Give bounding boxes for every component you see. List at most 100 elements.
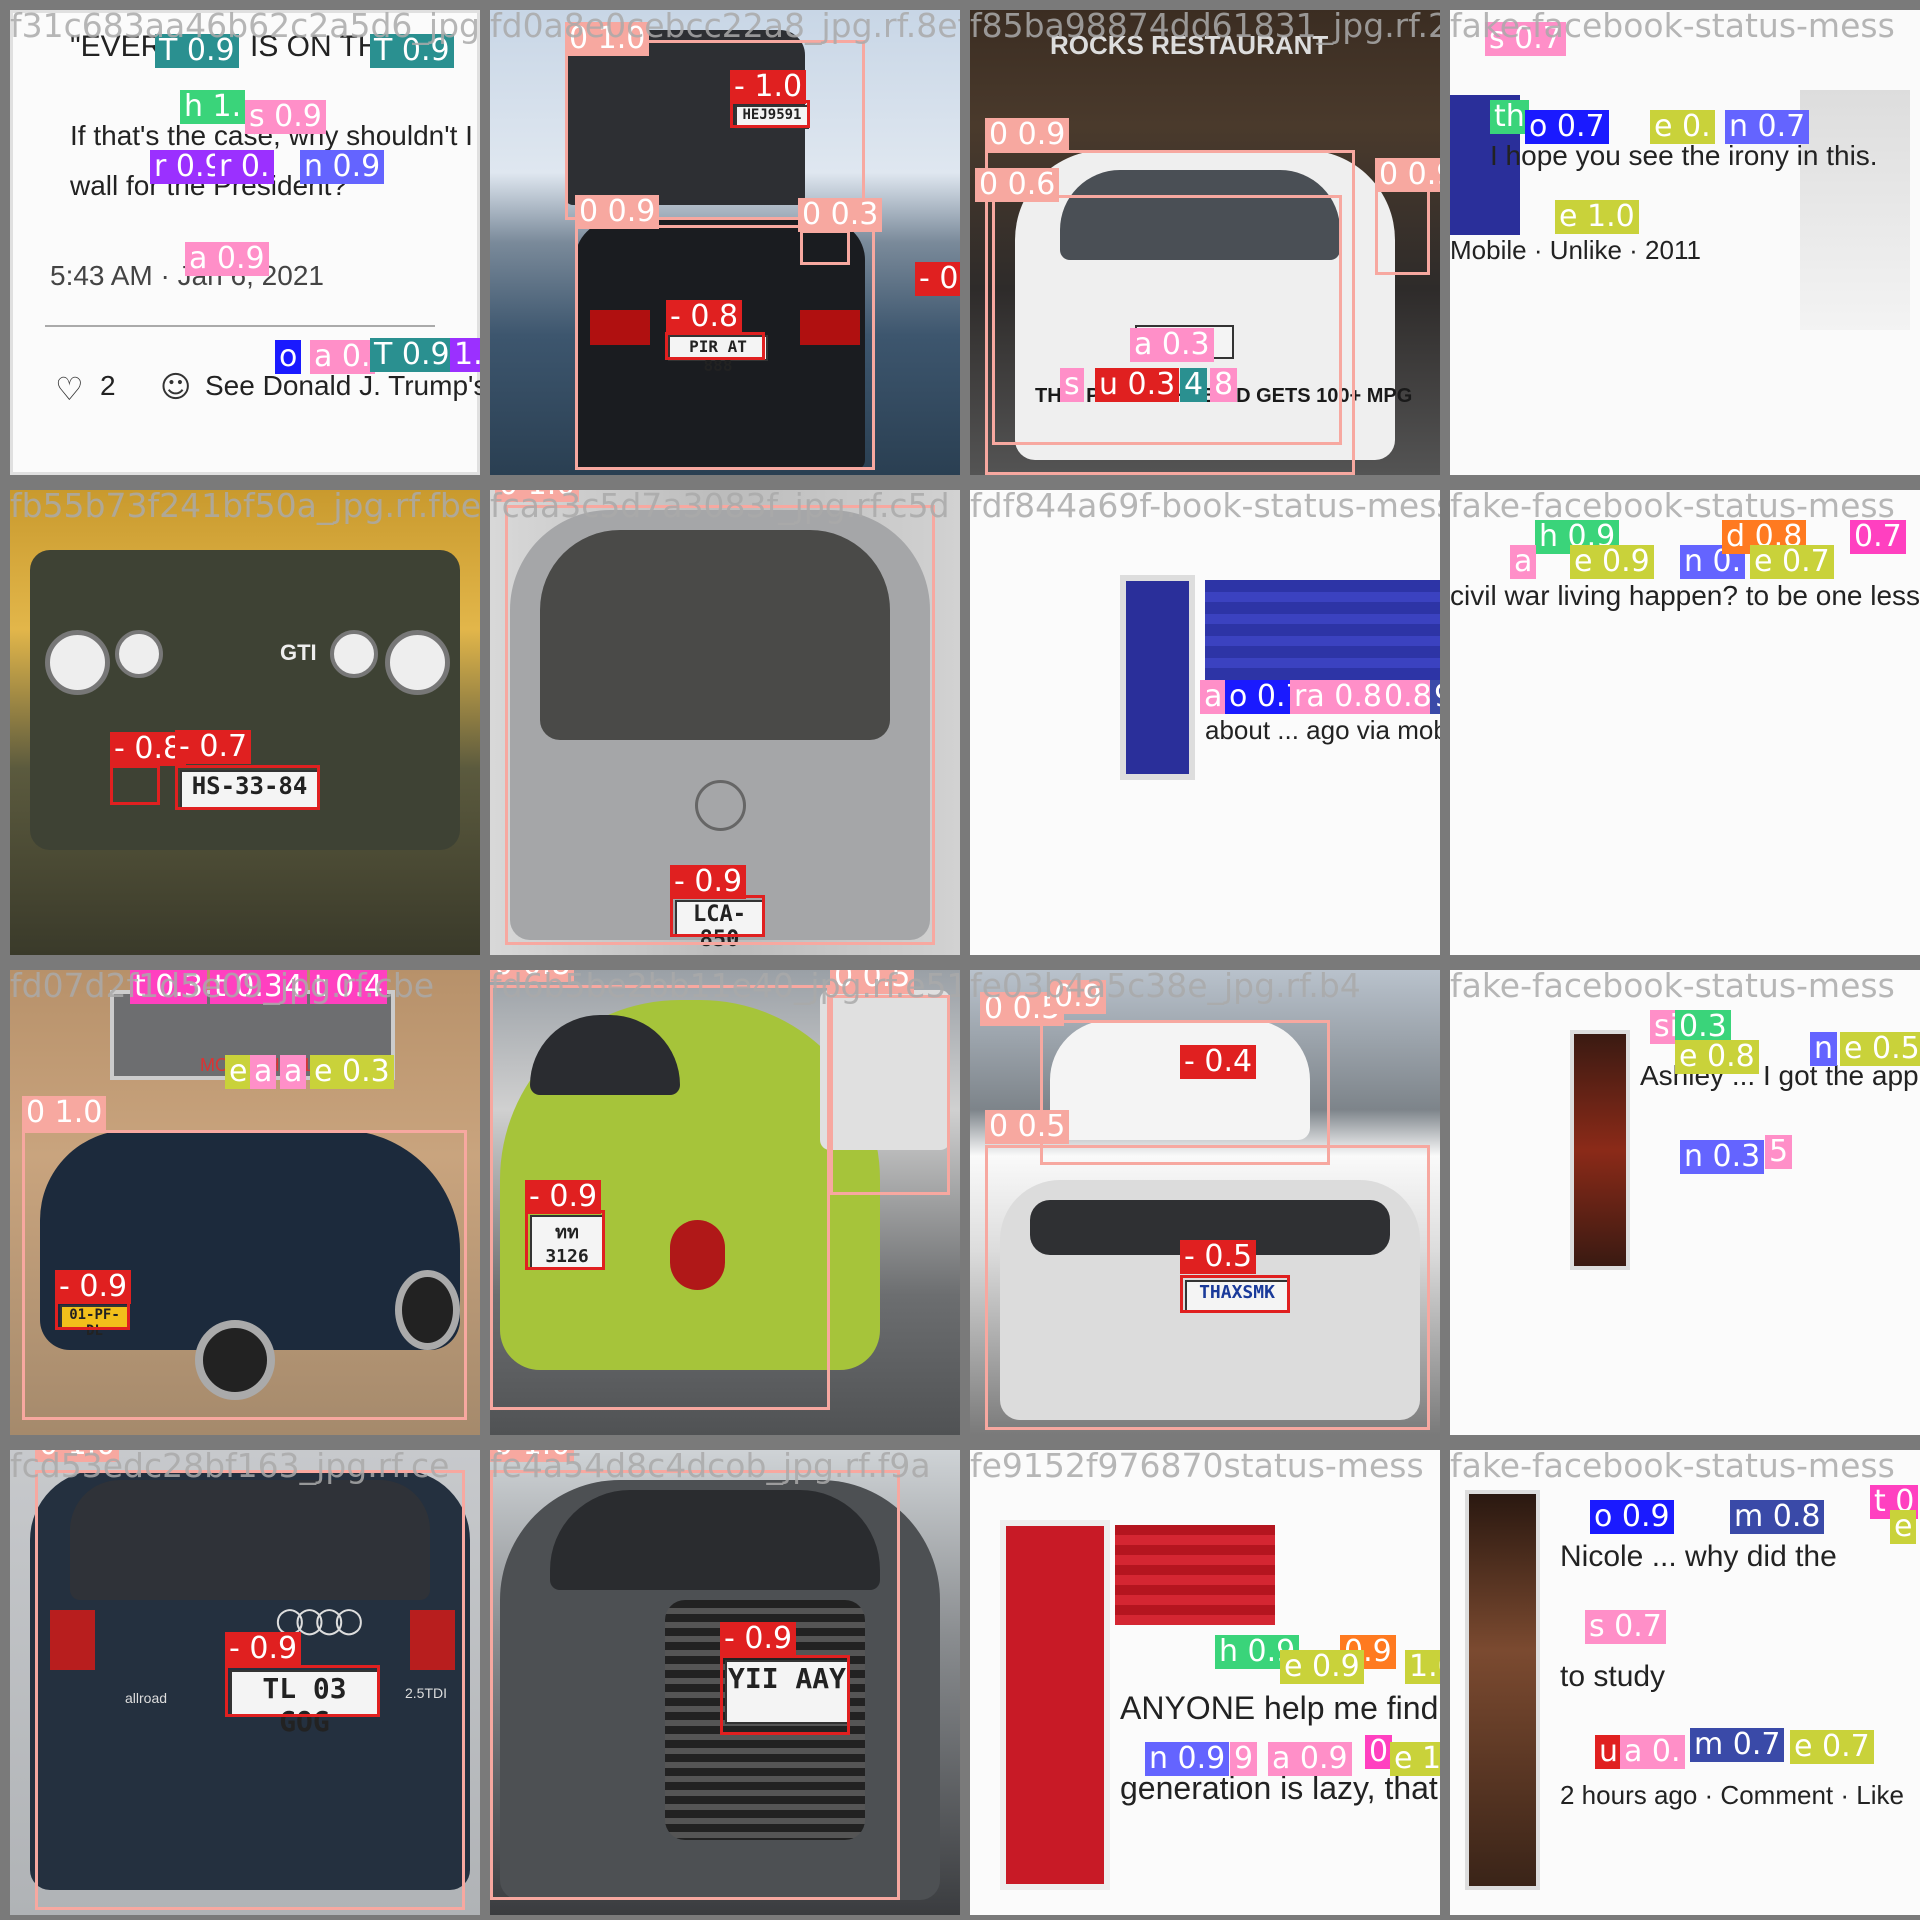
tile-bmw-wagon: MOTORHENL 01-PF-DL fd07d2f1d5e09_jpg.rf.… <box>10 970 480 1435</box>
detection-label: m 0.8 <box>1730 1500 1825 1534</box>
detection-label: s <box>1060 368 1084 402</box>
detection-label: a <box>1510 545 1537 579</box>
gti-badge: GTI <box>280 640 317 665</box>
detection-label: a <box>250 1055 277 1089</box>
bounding-box <box>670 895 765 937</box>
tile-vw-gti: GTI HS-33-84 fb55b73f241bf50a_jpg.rf.fbe… <box>10 490 480 955</box>
detection-label: T 0.9 <box>155 34 239 68</box>
bounding-box <box>1040 1020 1330 1165</box>
detection-label: 0 0.6 <box>975 168 1060 202</box>
detection-label: n 0.9 <box>1145 1742 1230 1776</box>
detection-label: - 0.8 <box>110 732 187 766</box>
bounding-box <box>565 40 865 220</box>
detection-label: e 0. <box>1650 110 1715 144</box>
tile-filename: fe4a54d8c4dcob_jpg.rf.f9a <box>490 1450 931 1485</box>
detection-label: 0.9 <box>1050 980 1106 1014</box>
detection-label: 9 <box>1430 680 1440 714</box>
tile-car-harbor: HEJ9591 PIR AT 888 fd0a8e0cebcc22a8_jpg.… <box>490 10 960 475</box>
tile-cadillac: THAXSMK fe03b4a5c38e_jpg.rf.b4 0 0.5 0.9… <box>970 970 1440 1435</box>
tile-filename: fdf844a69f-book-status-messages <box>970 490 1440 525</box>
detection-label: e 0.9 <box>1570 545 1654 579</box>
tile-status-message: I hope you see the irony in this. Mobile… <box>1450 10 1920 475</box>
bounding-box <box>110 765 160 805</box>
detection-label: a 0. <box>310 340 375 374</box>
detection-label: - 0.9 <box>225 1632 302 1666</box>
model-badge: allroad <box>125 1690 168 1706</box>
detection-label: - 0.8 <box>666 300 743 334</box>
bounding-box <box>730 100 810 128</box>
detection-label: o 0.9 <box>1590 1500 1674 1534</box>
detection-label: t 0.3 <box>130 970 208 1004</box>
detection-label: 0.8 <box>1380 680 1436 714</box>
tile-filename: fb55b73f241bf50a_jpg.rf.fbe <box>10 490 480 525</box>
status-text: about ... ago via mobile <box>1205 715 1440 745</box>
tile-filename: f31c683aa46b62c2a5d6_jpg.rf <box>10 10 480 45</box>
license-plate: PIR AT 888 <box>668 335 768 375</box>
detection-label: s 0.7 <box>1485 22 1566 56</box>
status-text: I hope you see the irony in this. <box>1490 140 1878 171</box>
status-text: civil war living happen? to be one less … <box>1450 580 1920 611</box>
tile-filename: fe03b4a5c38e_jpg.rf.b4 <box>970 970 1361 1005</box>
bounding-box <box>55 1300 130 1330</box>
detection-label: 0 0.9 <box>575 195 660 229</box>
detection-label: 0 1.0 <box>35 1450 120 1462</box>
status-text: to study <box>1560 1660 1666 1693</box>
status-text: ANYONE help me find articles <box>1120 1690 1440 1726</box>
detection-label: - 0.9 <box>720 1622 797 1656</box>
detection-label: 1.0 <box>450 338 480 372</box>
detection-label: 8 <box>1210 368 1238 402</box>
restaurant-sign: ROCKS RESTAURANT <box>1050 30 1329 60</box>
detection-label: 0 1.0 <box>22 1096 107 1130</box>
detection-label: 0 1.0 <box>565 22 650 56</box>
like-count: 2 <box>100 370 116 401</box>
status-text: Nicole ... why did the <box>1560 1540 1837 1573</box>
detection-label: - 0.7 <box>915 262 960 296</box>
tile-filename: fe9152f976870status-mess <box>970 1450 1424 1485</box>
detection-label: e <box>225 1055 252 1089</box>
tweet-link-text: See Donald J. Trump's <box>205 370 480 401</box>
detection-label: ra 0.8 <box>1290 680 1386 714</box>
tile-filename: fake-facebook-status-mess <box>1450 1450 1895 1485</box>
detection-label: - 0.9 <box>55 1270 132 1304</box>
bounding-box <box>35 1470 465 1910</box>
detection-label: m 0.7 <box>1690 1728 1785 1762</box>
detection-label: n 0.7 <box>1725 110 1810 144</box>
detection-label: u <box>1595 1735 1623 1769</box>
tile-filename: fake-facebook-status-mess <box>1450 490 1895 525</box>
detection-label: o 0.7 <box>1525 110 1609 144</box>
detection-label: - 1.0 <box>730 70 807 104</box>
detection-label: - 0.9 <box>670 865 747 899</box>
person-icon: ☺ <box>160 370 192 405</box>
bounding-box <box>505 505 935 945</box>
detection-label: e 0.3 <box>310 1055 394 1089</box>
detection-label: a 0.3 <box>1130 328 1214 362</box>
tile-status-message: ANYONE help me find articles generation … <box>970 1450 1440 1915</box>
detection-label: a 0. <box>1620 1735 1685 1769</box>
tile-status-message: about ... ago via mobile fdf844a69f-book… <box>970 490 1440 955</box>
bounding-box <box>800 230 850 265</box>
bounding-box <box>225 1665 380 1717</box>
detection-label: 0 0.3 <box>798 198 883 232</box>
detection-label: T 0.9 <box>370 34 454 68</box>
avatar <box>1465 1490 1540 1890</box>
tile-audi-allroad: ○○○○ 2.5TDI allroad TL 03 GOG fcd53edc28… <box>10 1450 480 1915</box>
tile-beetle: ทท 3126 fd6b5be2bb11e40_jpg.rf.e51 0 0.8… <box>490 970 960 1435</box>
tile-opel: LCA-850 fcaa3c5d7a3083f_jpg.rf.c5d 0 1.0… <box>490 490 960 955</box>
detection-label: e 1.0 <box>1555 200 1639 234</box>
detection-label: 5 <box>1765 1135 1793 1169</box>
detection-label: r 0. <box>215 150 274 184</box>
detection-label: 0 0.5 <box>830 970 915 994</box>
detection-label: 0.7 <box>1850 520 1906 554</box>
detection-label: 0 0.9 <box>985 118 1070 152</box>
tile-filename: f85ba98874dd61831_jpg.rf.20 <box>970 10 1440 45</box>
bounding-box <box>665 332 765 360</box>
detection-label: 0 <box>1365 1735 1393 1769</box>
model-badge: 2.5TDI <box>405 1685 448 1701</box>
detection-label: 4 <box>280 970 308 1004</box>
bounding-box <box>22 1130 467 1420</box>
detection-label: th <box>1490 100 1529 134</box>
bounding-box <box>490 985 830 1410</box>
tile-filename: fake-facebook-status-mess <box>1450 10 1895 45</box>
detection-label: s 0.9 <box>245 100 326 134</box>
tile-prius: ROCKS RESTAURANT OK THIS PLUG-IN HYBRID … <box>970 10 1440 475</box>
